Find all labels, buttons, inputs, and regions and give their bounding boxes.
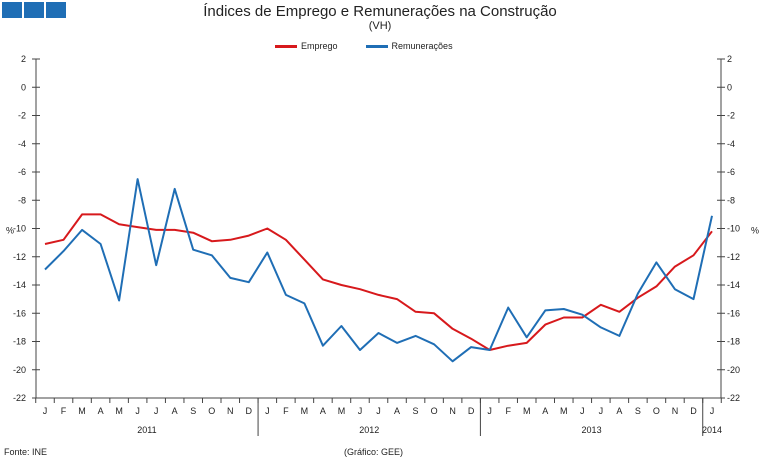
y-tick-label-left: -8 xyxy=(18,195,26,205)
x-month-label: A xyxy=(394,406,400,416)
x-month-label: F xyxy=(61,406,67,416)
series-line-emprego xyxy=(44,213,713,351)
x-year-label: 2012 xyxy=(359,425,379,435)
y-tick-label-right: -4 xyxy=(727,139,735,149)
chart-subtitle: (VH) xyxy=(368,20,392,32)
logo-block xyxy=(2,2,22,18)
x-month-label: F xyxy=(505,406,511,416)
legend-label-emprego: Emprego xyxy=(301,41,338,51)
source-note: Fonte: INE xyxy=(4,447,48,457)
y-tick-label-right: 2 xyxy=(727,54,732,64)
legend-swatch-emprego xyxy=(275,44,297,48)
chart-credit: (Gráfico: GEE) xyxy=(344,447,404,457)
chart-legend: Emprego Remunerações xyxy=(275,41,481,51)
ine-logo xyxy=(2,2,66,18)
legend-label-remuneracoes: Remunerações xyxy=(391,41,453,51)
x-month-label: M xyxy=(115,406,123,416)
logo-block xyxy=(24,2,44,18)
series-line-remuneracoes xyxy=(44,178,713,363)
x-month-label: N xyxy=(672,406,679,416)
y-tick-label-left: -14 xyxy=(13,280,26,290)
x-month-label: J xyxy=(599,406,604,416)
y-tick-label-left: -22 xyxy=(13,393,26,403)
x-month-label: J xyxy=(487,406,492,416)
x-month-label: J xyxy=(135,406,140,416)
y-tick-label-left: -12 xyxy=(13,252,26,262)
y-tick-label-right: -10 xyxy=(727,224,740,234)
x-month-label: N xyxy=(227,406,234,416)
chart-title: Índices de Emprego e Remunerações na Con… xyxy=(203,3,557,20)
x-month-label: J xyxy=(710,406,715,416)
y-tick-label-left: 0 xyxy=(21,82,26,92)
x-month-label: O xyxy=(653,406,660,416)
y-tick-label-right: -22 xyxy=(727,393,740,403)
legend-swatch-remuneracoes xyxy=(365,44,388,48)
x-month-label: M xyxy=(338,406,346,416)
x-month-label: D xyxy=(468,406,475,416)
y-tick-label-left: -10 xyxy=(13,224,26,234)
x-month-label: D xyxy=(246,406,253,416)
x-month-label: M xyxy=(78,406,86,416)
x-month-label: M xyxy=(523,406,531,416)
x-month-label: N xyxy=(449,406,456,416)
x-month-label: J xyxy=(376,406,381,416)
legend-item-emprego: Emprego xyxy=(275,41,338,51)
x-month-label: O xyxy=(208,406,215,416)
y-tick-label-right: -2 xyxy=(727,111,735,121)
y-tick-label-right: -20 xyxy=(727,365,740,375)
x-month-label: S xyxy=(635,406,641,416)
y-tick-label-left: -20 xyxy=(13,365,26,375)
x-month-label: D xyxy=(690,406,697,416)
y-tick-label-left: -2 xyxy=(18,111,26,121)
x-month-label: O xyxy=(431,406,438,416)
y-tick-label-right: -14 xyxy=(727,280,740,290)
x-month-label: M xyxy=(560,406,568,416)
x-month-label: M xyxy=(301,406,309,416)
x-month-label: J xyxy=(580,406,585,416)
x-month-label: J xyxy=(43,406,48,416)
x-month-label: A xyxy=(320,406,326,416)
y-tick-label-right: -12 xyxy=(727,252,740,262)
x-month-label: A xyxy=(98,406,104,416)
x-month-label: S xyxy=(413,406,419,416)
y-tick-label-right: -18 xyxy=(727,337,740,347)
x-month-label: J xyxy=(265,406,270,416)
x-month-label: J xyxy=(358,406,363,416)
x-year-label: 2014 xyxy=(702,425,722,435)
legend-item-remuneracoes: Remunerações xyxy=(365,41,453,51)
y-tick-label-right: -8 xyxy=(727,195,735,205)
x-month-label: J xyxy=(154,406,159,416)
x-month-label: A xyxy=(616,406,622,416)
y-tick-label-left: -16 xyxy=(13,308,26,318)
y-tick-label-left: -6 xyxy=(18,167,26,177)
x-month-label: S xyxy=(190,406,196,416)
y-tick-label-left: 2 xyxy=(21,54,26,64)
y-tick-label-right: 0 xyxy=(727,82,732,92)
y-tick-label-left: -4 xyxy=(18,139,26,149)
y-axis-label-right: % xyxy=(751,226,759,236)
y-tick-label-left: -18 xyxy=(13,337,26,347)
x-year-label: 2011 xyxy=(137,425,156,435)
y-tick-label-right: -6 xyxy=(727,167,735,177)
x-month-label: A xyxy=(542,406,548,416)
y-axis-label-left: % xyxy=(6,226,14,236)
x-month-label: A xyxy=(172,406,178,416)
x-month-label: F xyxy=(283,406,289,416)
logo-block xyxy=(46,2,66,18)
x-year-label: 2013 xyxy=(582,425,602,435)
y-tick-label-right: -16 xyxy=(727,308,740,318)
